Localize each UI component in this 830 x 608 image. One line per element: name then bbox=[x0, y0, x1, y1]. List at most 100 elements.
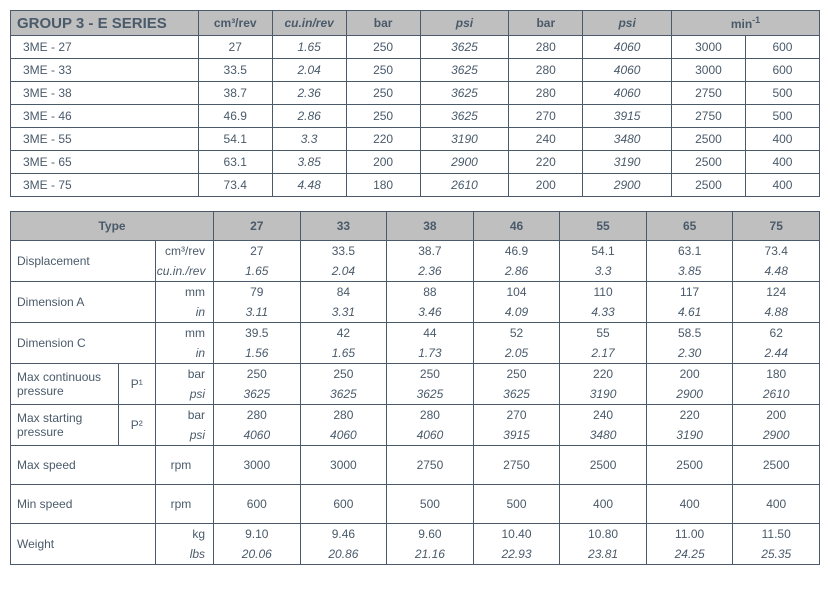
spec-cell: 44 bbox=[387, 323, 474, 344]
spec-cell: 55 bbox=[560, 323, 647, 344]
spec-row-unit2: in bbox=[155, 302, 213, 323]
spec-cell: 280 bbox=[214, 405, 301, 426]
series-cell: 2900 bbox=[583, 174, 672, 197]
spec-cell: 46.9 bbox=[473, 241, 560, 262]
spec-cell: 220 bbox=[560, 364, 647, 385]
series-cell: 2750 bbox=[672, 82, 746, 105]
spec-row-label: Dimension A bbox=[11, 282, 156, 323]
type-header: Type bbox=[11, 212, 214, 241]
spec-cell: 2.05 bbox=[473, 343, 560, 364]
spec-cell: 3190 bbox=[646, 425, 733, 446]
spec-row-unit: kg bbox=[155, 524, 213, 545]
spec-cell: 3625 bbox=[387, 384, 474, 405]
series-cell: 2900 bbox=[420, 151, 509, 174]
series-cell: 4060 bbox=[583, 82, 672, 105]
spec-cell: 3.46 bbox=[387, 302, 474, 323]
spec-cell: 3480 bbox=[560, 425, 647, 446]
series-cell: 180 bbox=[346, 174, 420, 197]
spec-cell: 39.5 bbox=[214, 323, 301, 344]
spec-row-unit2: psi bbox=[155, 425, 213, 446]
spec-row-unit: bar bbox=[155, 364, 213, 385]
spec-cell: 3915 bbox=[473, 425, 560, 446]
spec-cell: 250 bbox=[300, 364, 387, 385]
spec-cell: 2750 bbox=[387, 446, 474, 485]
spec-cell: 3.11 bbox=[214, 302, 301, 323]
series-cell: 3ME - 33 bbox=[11, 59, 199, 82]
spec-cell: 500 bbox=[473, 485, 560, 524]
spec-cell: 2.44 bbox=[733, 343, 820, 364]
spec-cell: 1.73 bbox=[387, 343, 474, 364]
spec-cell: 4.33 bbox=[560, 302, 647, 323]
spec-cell: 11.00 bbox=[646, 524, 733, 545]
spec-row-label: Displacement bbox=[11, 241, 156, 282]
size-header: 65 bbox=[646, 212, 733, 241]
spec-row-p: P² bbox=[118, 405, 155, 446]
spec-row-label: Max starting pressure bbox=[11, 405, 119, 446]
series-col-header: psi bbox=[420, 11, 509, 36]
spec-cell: 3190 bbox=[560, 384, 647, 405]
spec-cell: 4.61 bbox=[646, 302, 733, 323]
spec-tables: GROUP 3 - E SERIEScm³/revcu.in/revbarpsi… bbox=[10, 10, 820, 565]
series-cell: 4060 bbox=[583, 36, 672, 59]
series-cell: 2500 bbox=[672, 151, 746, 174]
spec-cell: 4060 bbox=[214, 425, 301, 446]
series-cell: 600 bbox=[745, 36, 819, 59]
size-header: 75 bbox=[733, 212, 820, 241]
spec-cell: 23.81 bbox=[560, 544, 647, 565]
spec-cell: 20.86 bbox=[300, 544, 387, 565]
series-row: 3ME - 27271.65250362528040603000600 bbox=[11, 36, 820, 59]
spec-cell: 38.7 bbox=[387, 241, 474, 262]
spec-cell: 2.86 bbox=[473, 261, 560, 282]
spec-row-unit: mm bbox=[155, 282, 213, 303]
series-cell: 500 bbox=[745, 82, 819, 105]
spec-cell: 84 bbox=[300, 282, 387, 303]
size-header: 55 bbox=[560, 212, 647, 241]
size-header: 33 bbox=[300, 212, 387, 241]
spec-cell: 250 bbox=[473, 364, 560, 385]
spec-cell: 4.88 bbox=[733, 302, 820, 323]
series-cell: 3625 bbox=[420, 82, 509, 105]
spec-row-label: Min speed bbox=[11, 485, 156, 524]
spec-cell: 180 bbox=[733, 364, 820, 385]
spec-cell: 250 bbox=[387, 364, 474, 385]
series-cell: 240 bbox=[509, 128, 583, 151]
spec-cell: 3625 bbox=[214, 384, 301, 405]
series-cell: 46.9 bbox=[198, 105, 272, 128]
spec-cell: 20.06 bbox=[214, 544, 301, 565]
series-cell: 63.1 bbox=[198, 151, 272, 174]
spec-row-unit: rpm bbox=[155, 485, 213, 524]
spec-cell: 54.1 bbox=[560, 241, 647, 262]
spec-cell: 62 bbox=[733, 323, 820, 344]
series-cell: 500 bbox=[745, 105, 819, 128]
spec-cell: 1.65 bbox=[300, 343, 387, 364]
spec-cell: 10.80 bbox=[560, 524, 647, 545]
series-cell: 3625 bbox=[420, 59, 509, 82]
spec-cell: 2500 bbox=[733, 446, 820, 485]
spec-cell: 4.48 bbox=[733, 261, 820, 282]
series-cell: 250 bbox=[346, 59, 420, 82]
spec-cell: 11.50 bbox=[733, 524, 820, 545]
spec-row-label: Weight bbox=[11, 524, 156, 565]
series-cell: 250 bbox=[346, 105, 420, 128]
spec-row-unit2: in bbox=[155, 343, 213, 364]
spec-row-unit: cm³/rev bbox=[155, 241, 213, 262]
spec-cell: 9.60 bbox=[387, 524, 474, 545]
spec-cell: 1.56 bbox=[214, 343, 301, 364]
series-cell: 220 bbox=[509, 151, 583, 174]
spec-cell: 2900 bbox=[646, 384, 733, 405]
series-cell: 3ME - 65 bbox=[11, 151, 199, 174]
spec-cell: 88 bbox=[387, 282, 474, 303]
spec-row-unit: mm bbox=[155, 323, 213, 344]
spec-cell: 33.5 bbox=[300, 241, 387, 262]
spec-cell: 4.09 bbox=[473, 302, 560, 323]
series-cell: 280 bbox=[509, 59, 583, 82]
series-cell: 3625 bbox=[420, 36, 509, 59]
spec-cell: 117 bbox=[646, 282, 733, 303]
series-col-header: bar bbox=[509, 11, 583, 36]
spec-cell: 4060 bbox=[387, 425, 474, 446]
series-cell: 200 bbox=[509, 174, 583, 197]
spec-cell: 400 bbox=[646, 485, 733, 524]
series-cell: 3.85 bbox=[272, 151, 346, 174]
series-cell: 3000 bbox=[672, 59, 746, 82]
spec-cell: 42 bbox=[300, 323, 387, 344]
